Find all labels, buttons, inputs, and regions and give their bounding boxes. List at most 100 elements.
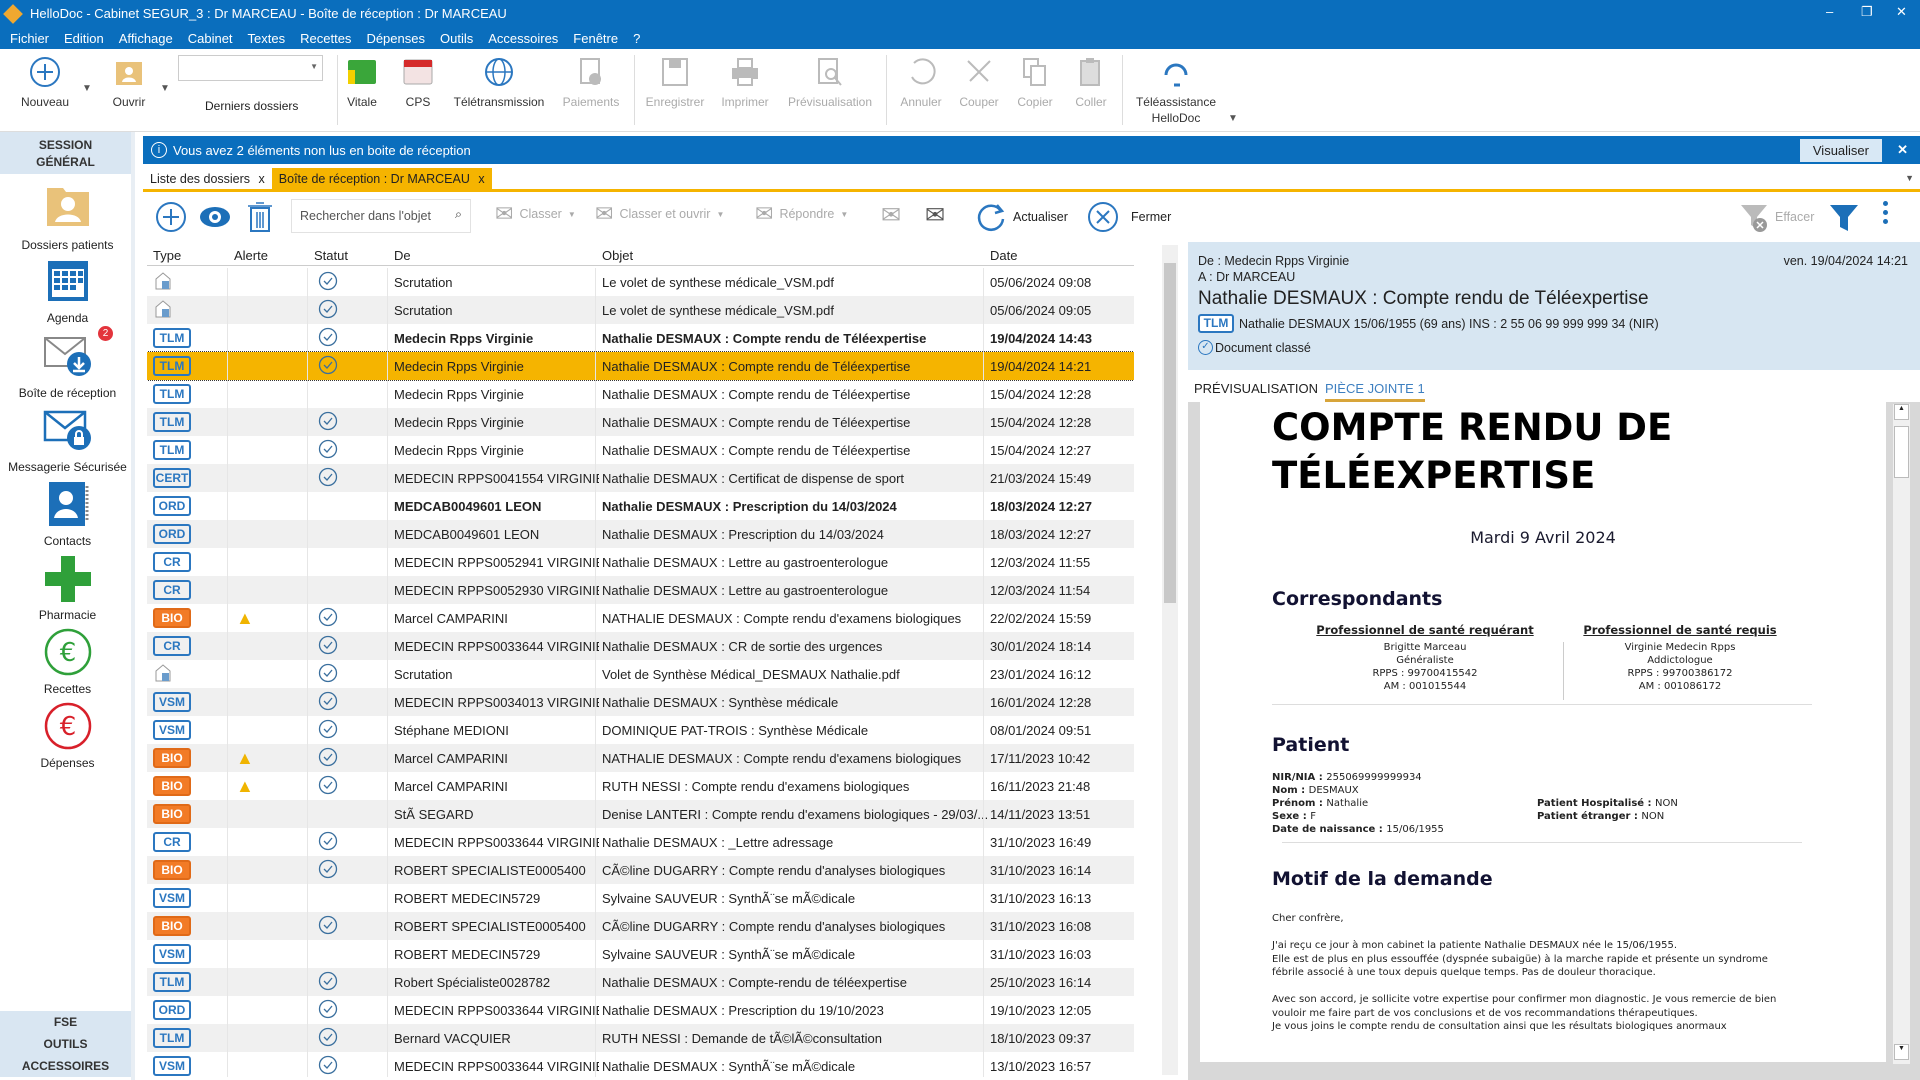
close-window-button[interactable]: ✕ [1896, 4, 1907, 19]
teletransmission-button[interactable]: Télétransmission [452, 55, 546, 109]
table-row[interactable]: TLM Medecin Rpps Virginie Nathalie DESMAUX… [147, 351, 1134, 381]
teleassistance-dropdown-icon[interactable]: ▼ [1228, 113, 1238, 124]
sidebar-item-boite-de-reception[interactable]: Boîte de réception 2 [18, 326, 117, 400]
document-scrollbar[interactable]: ▲ ▼ [1893, 404, 1910, 1064]
previsualisation-button[interactable]: Prévisualisation [780, 55, 880, 109]
column-statut[interactable]: Statut [314, 247, 348, 263]
table-row[interactable]: CR MEDECIN RPPS0033644 VIRGINIE Nathalie D… [147, 632, 1134, 660]
copier-button[interactable]: Copier [1006, 55, 1064, 109]
sidebar-accessoires[interactable]: ACCESSOIRES [21, 1059, 110, 1073]
scroll-up-icon[interactable]: ▲ [1894, 404, 1909, 420]
table-row[interactable]: TLM Medecin Rpps Virginie Nathalie DESMAUX… [147, 436, 1134, 464]
table-row[interactable]: VSM MEDECIN RPPS0033644 VIRGINIE Nathalie … [147, 1052, 1134, 1077]
sidebar-item-messagerie-securisee[interactable]: Messagerie Sécurisée [0, 406, 135, 474]
menu-recettes[interactable]: Recettes [300, 30, 352, 46]
open-envelope-icon[interactable]: ✉ [881, 202, 902, 229]
sidebar-item-recettes[interactable]: € Recettes [0, 628, 135, 696]
imprimer-button[interactable]: Imprimer [716, 55, 774, 109]
table-row[interactable]: BIO ▲ Marcel CAMPARINI RUTH NESSI : Compte … [147, 772, 1134, 800]
search-input[interactable]: Rechercher dans l'objet ⌕ [291, 199, 471, 233]
close-banner-button[interactable]: ✕ [1897, 142, 1908, 157]
table-row[interactable]: ORD MEDECIN RPPS0033644 VIRGINIE Nathalie … [147, 996, 1134, 1024]
column-de[interactable]: De [394, 247, 411, 263]
table-row[interactable]: CR MEDECIN RPPS0052941 VIRGINIE Nathalie D… [147, 548, 1134, 576]
table-row[interactable]: TLM Medecin Rpps Virginie Nathalie DESMAUX… [147, 324, 1134, 352]
scrollbar-thumb[interactable] [1164, 263, 1176, 603]
more-options-icon[interactable] [1883, 201, 1888, 224]
fermer-button[interactable]: Fermer [1087, 201, 1171, 233]
nouveau-dropdown-icon[interactable]: ▼ [82, 83, 92, 94]
trash-icon[interactable] [247, 201, 273, 233]
ouvrir-button[interactable]: Ouvrir [102, 55, 156, 109]
envelope-icon[interactable]: ✉ [925, 202, 946, 229]
sidebar-item-contacts[interactable]: Contacts [0, 480, 135, 548]
tab-liste-des-dossiers[interactable]: Liste des dossiers x [150, 172, 265, 186]
classer-button[interactable]: ✉ Classer ▼ [495, 201, 576, 226]
table-row[interactable]: ORD MEDCAB0049601 LEON Nathalie DESMAUX : … [147, 492, 1134, 520]
tab-previsualisation[interactable]: PRÉVISUALISATION [1194, 381, 1319, 396]
paiements-button[interactable]: Paiements [560, 55, 622, 109]
minimize-button[interactable]: – [1826, 4, 1834, 19]
table-row[interactable]: Scrutation Le volet de synthese médicale_… [147, 296, 1134, 324]
menu-textes[interactable]: Textes [247, 30, 286, 46]
sidebar-item-pharmacie[interactable]: Pharmacie [0, 554, 135, 622]
ouvrir-dropdown-icon[interactable]: ▼ [160, 83, 170, 94]
table-row[interactable]: TLM Bernard VACQUIER RUTH NESSI : Demande … [147, 1024, 1134, 1052]
view-eye-icon[interactable] [199, 201, 231, 233]
table-row[interactable]: Scrutation Le volet de synthese médicale_… [147, 268, 1134, 296]
column-alerte[interactable]: Alerte [234, 247, 268, 263]
scroll-down-icon[interactable]: ▼ [1894, 1044, 1909, 1060]
tab-piece-jointe-1[interactable]: PIÈCE JOINTE 1 [1325, 381, 1425, 402]
table-row[interactable]: ORD MEDCAB0049601 LEON Nathalie DESMAUX : … [147, 520, 1134, 548]
tab-boite-de-reception[interactable]: Boîte de réception : Dr MARCEAU x [271, 168, 492, 189]
close-tab-icon[interactable]: x [478, 172, 485, 186]
cps-button[interactable]: CPS [396, 55, 440, 109]
menu-edition[interactable]: Edition [64, 30, 104, 46]
sidebar-item-dossiers-patients[interactable]: Dossiers patients [0, 184, 135, 252]
menu-accessoires[interactable]: Accessoires [488, 30, 559, 46]
table-row[interactable]: Scrutation Volet de Synthèse Médical_DESM… [147, 660, 1134, 688]
menu-outils[interactable]: Outils [439, 30, 474, 46]
vitale-button[interactable]: Vitale [340, 55, 384, 109]
filter-icon[interactable] [1829, 201, 1859, 233]
table-row[interactable]: BIO ROBERT SPECIALISTE0005400 CÃ©line DUGA… [147, 912, 1134, 940]
table-row[interactable]: VSM ROBERT MEDECIN5729 Sylvaine SAUVEUR : … [147, 884, 1134, 912]
table-row[interactable]: BIO StÃ SEGARD Denise LANTERI : Compte ren… [147, 800, 1134, 828]
coller-button[interactable]: Coller [1062, 55, 1120, 109]
tabs-dropdown-icon[interactable]: ▼ [1905, 173, 1914, 183]
table-scrollbar[interactable] [1162, 245, 1178, 1075]
table-row[interactable]: CERT MEDECIN RPPS0041554 VIRGINIE Nathalie… [147, 464, 1134, 492]
table-row[interactable]: VSM MEDECIN RPPS0034013 VIRGINIE Nathalie … [147, 688, 1134, 716]
column-type[interactable]: Type [153, 247, 182, 263]
sidebar-item-depenses[interactable]: € Dépenses [0, 702, 135, 770]
table-row[interactable]: CR MEDECIN RPPS0052930 VIRGINIE Nathalie D… [147, 576, 1134, 604]
table-row[interactable]: TLM Robert Spécialiste0028782 Nathalie DES… [147, 968, 1134, 996]
actualiser-button[interactable]: Actualiser [975, 201, 1068, 233]
enregistrer-button[interactable]: Enregistrer [640, 55, 710, 109]
repondre-button[interactable]: ✉ Répondre ▼ [755, 201, 849, 226]
close-tab-icon[interactable]: x [258, 172, 265, 186]
table-row[interactable]: BIO ▲ Marcel CAMPARINI NATHALIE DESMAUX : C… [147, 604, 1134, 632]
table-row[interactable]: CR MEDECIN RPPS0033644 VIRGINIE Nathalie D… [147, 828, 1134, 856]
column-objet[interactable]: Objet [602, 247, 634, 263]
table-row[interactable]: VSM Stéphane MEDIONI DOMINIQUE PAT-TROIS :… [147, 716, 1134, 744]
column-date[interactable]: Date [990, 247, 1018, 263]
scrollbar-thumb[interactable] [1894, 426, 1909, 478]
session-general-header[interactable]: SESSION GÉNÉRAL [0, 132, 131, 174]
table-row[interactable]: BIO ▲ Marcel CAMPARINI NATHALIE DESMAUX : C… [147, 744, 1134, 772]
table-row[interactable]: TLM Medecin Rpps Virginie Nathalie DESMAUX… [147, 380, 1134, 408]
derniers-dossiers-select[interactable]: ▼ [178, 55, 323, 81]
couper-button[interactable]: Couper [950, 55, 1008, 109]
sidebar-outils[interactable]: OUTILS [43, 1037, 88, 1051]
restore-button[interactable]: ❐ [1861, 4, 1873, 19]
teleassistance-button[interactable]: Téléassistance HelloDoc [1128, 55, 1224, 125]
table-row[interactable]: VSM ROBERT MEDECIN5729 Sylvaine SAUVEUR : … [147, 940, 1134, 968]
annuler-button[interactable]: Annuler [892, 55, 950, 109]
menu-depenses[interactable]: Dépenses [366, 30, 425, 46]
menu-fenetre[interactable]: Fenêtre [573, 30, 619, 46]
search-icon[interactable]: ⌕ [454, 207, 462, 221]
visualiser-button[interactable]: Visualiser [1799, 139, 1882, 162]
add-icon[interactable] [155, 201, 187, 233]
sidebar-item-agenda[interactable]: Agenda [0, 257, 135, 325]
table-row[interactable]: TLM Medecin Rpps Virginie Nathalie DESMAUX… [147, 408, 1134, 436]
